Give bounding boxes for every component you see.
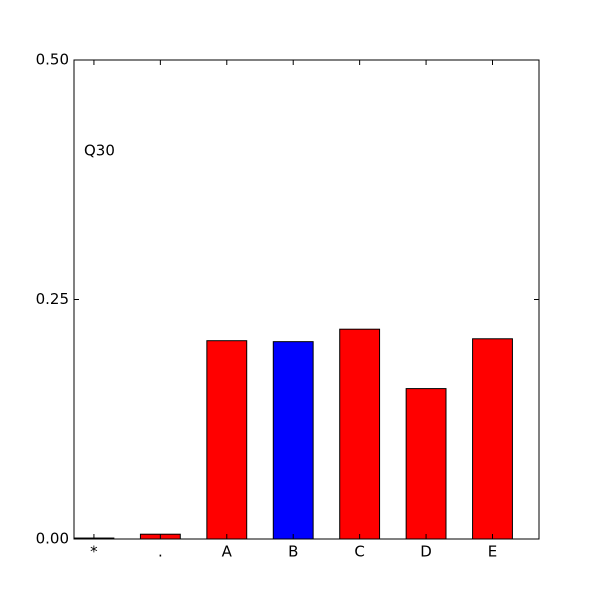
x-tick-label: B	[288, 543, 298, 561]
y-tick-label: 0.25	[36, 290, 69, 308]
bar	[339, 328, 381, 540]
y-tick-label: 0.00	[36, 530, 69, 548]
x-tick-label: A	[222, 543, 233, 561]
bar	[206, 340, 248, 540]
bar	[272, 341, 314, 540]
x-tick-label: D	[420, 543, 432, 561]
bar	[472, 338, 513, 540]
y-tick-label: 0.50	[36, 51, 69, 69]
bar	[405, 388, 447, 540]
annotation: Q30	[84, 142, 115, 160]
x-tick-label: C	[354, 543, 364, 561]
x-tick-label: E	[488, 543, 497, 561]
x-tick-label: *	[90, 543, 98, 561]
x-tick-label: .	[158, 543, 163, 561]
